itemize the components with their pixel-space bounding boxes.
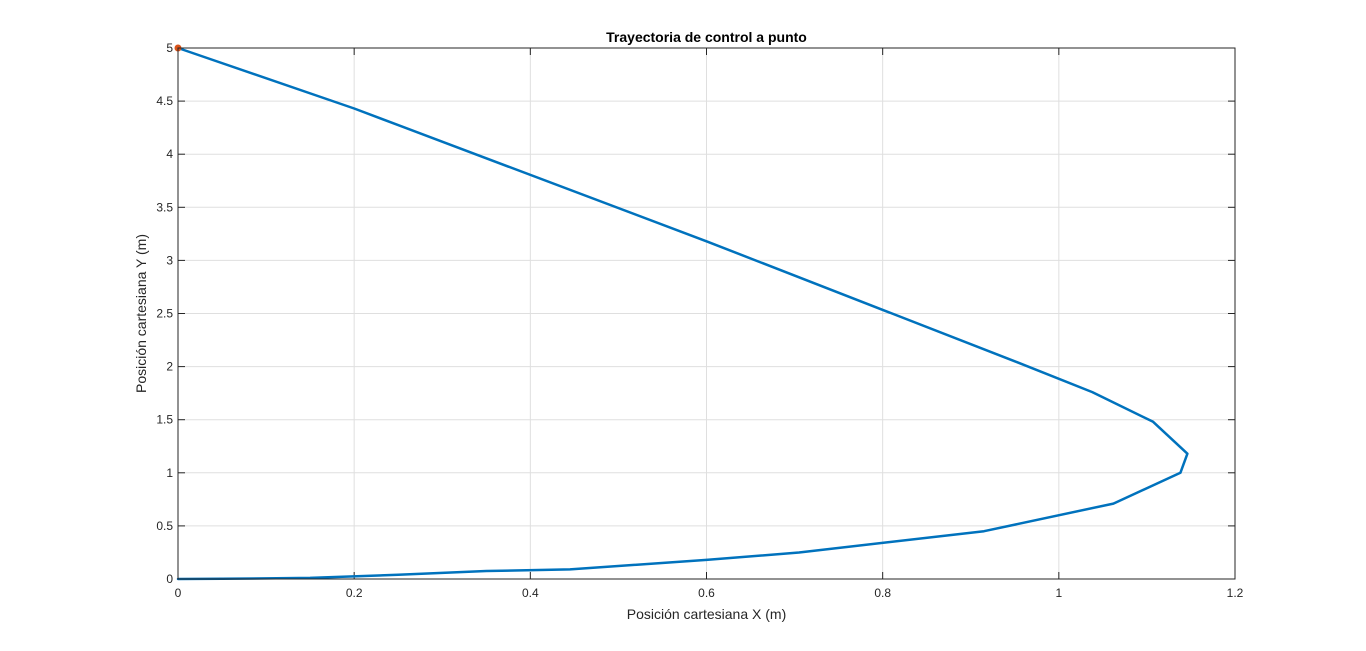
chart-title: Trayectoria de control a punto (606, 29, 807, 45)
y-axis-label: Posición cartesiana Y (m) (133, 234, 149, 393)
y-tick-label: 1 (166, 466, 173, 480)
x-tick-label: 0.8 (874, 586, 891, 600)
x-axis-label: Posición cartesiana X (m) (627, 606, 787, 622)
y-tick-label: 1.5 (156, 413, 173, 427)
x-tick-label: 0.6 (698, 586, 715, 600)
labels: Trayectoria de control a punto Posición … (133, 29, 1244, 622)
x-tick-label: 0 (175, 586, 182, 600)
y-tick-label: 2.5 (156, 307, 173, 321)
x-tick-label: 0.2 (346, 586, 363, 600)
y-tick-label: 3.5 (156, 200, 173, 214)
x-tick-label: 1.2 (1227, 586, 1244, 600)
series-layer (176, 46, 1189, 581)
plot-frame (177, 47, 1236, 580)
x-tick-label: 1 (1055, 586, 1062, 600)
y-tick-label: 0 (166, 572, 173, 586)
y-tick-label: 4.5 (156, 94, 173, 108)
y-tick-label: 3 (166, 253, 173, 267)
y-tick-label: 2 (166, 360, 173, 374)
y-tick-label: 5 (166, 41, 173, 55)
x-tick-label: 0.4 (522, 586, 539, 600)
trajectory-line (176, 46, 1189, 581)
y-tick-label: 4 (166, 147, 173, 161)
y-tick-label: 0.5 (156, 519, 173, 533)
